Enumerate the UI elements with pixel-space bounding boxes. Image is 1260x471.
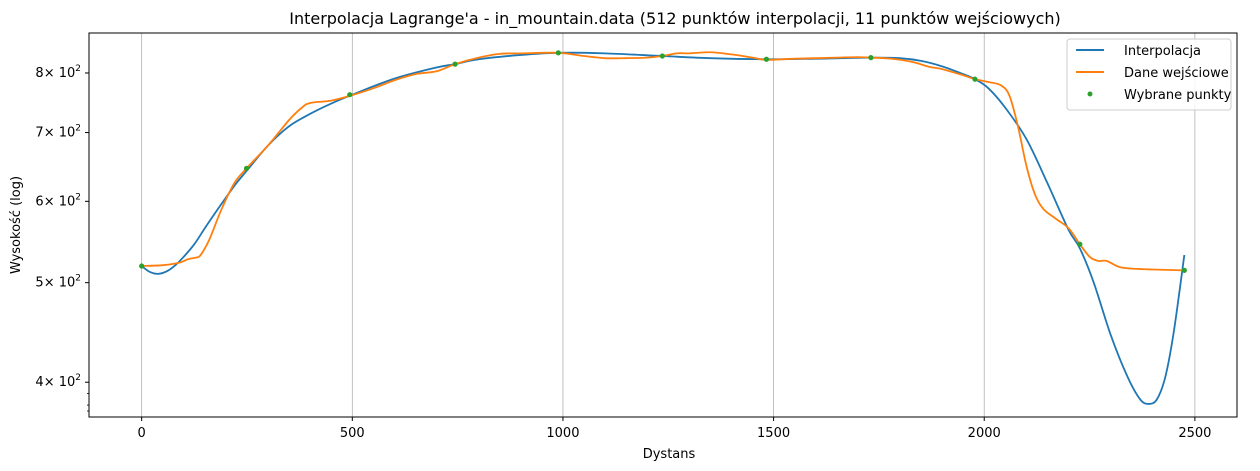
- y-tick-label: 7× 102: [35, 124, 81, 141]
- series-point: [555, 50, 561, 56]
- series-group-1: [141, 51, 1185, 272]
- tick-layer: 0 500 1000 1500 2000 2500 4× 102 5× 102 6× 102 7×…: [35, 64, 1211, 441]
- legend-label-dane: Dane wejściowe: [1124, 66, 1229, 81]
- series-point: [347, 92, 353, 98]
- x-tick-label: 2500: [1178, 426, 1211, 441]
- y-axis-label: Wysokość (log): [9, 176, 24, 274]
- series-point: [452, 61, 458, 67]
- x-tick-label: 0: [138, 426, 146, 441]
- grid-layer: [141, 33, 1196, 417]
- series-line-1: [141, 51, 1185, 272]
- y-tick-label: 8× 102: [35, 64, 81, 81]
- series-point: [243, 165, 250, 171]
- y-tick-label: 5× 102: [35, 274, 81, 291]
- series-point: [972, 76, 978, 82]
- legend-label-interpolacja: Interpolacja: [1124, 44, 1201, 59]
- series-group-2: [139, 50, 1187, 273]
- x-tick-label: 1000: [546, 426, 579, 441]
- series-layer: [139, 50, 1187, 405]
- x-tick-label: 1500: [757, 426, 790, 441]
- series-point: [139, 263, 145, 269]
- y-tick-label: 4× 102: [35, 373, 81, 390]
- chart-title: Interpolacja Lagrange'a - in_mountain.da…: [289, 9, 1061, 29]
- series-point: [659, 53, 665, 59]
- y-tick-label: 6× 102: [35, 192, 81, 209]
- series-point: [1181, 267, 1187, 273]
- plot-frame: [88, 32, 1238, 418]
- series-point: [1077, 241, 1083, 247]
- legend-frame: [1066, 38, 1232, 111]
- legend-label-punkty: Wybrane punkty: [1124, 88, 1232, 103]
- x-tick-label: 500: [340, 426, 365, 441]
- series-point: [868, 55, 874, 61]
- x-axis-label: Dystans: [643, 447, 696, 462]
- series-point: [763, 56, 770, 62]
- x-tick-label: 2000: [968, 426, 1001, 441]
- legend: Interpolacja Dane wejściowe Wybrane punk…: [1066, 38, 1232, 111]
- legend-swatch-punkty: [1087, 91, 1093, 97]
